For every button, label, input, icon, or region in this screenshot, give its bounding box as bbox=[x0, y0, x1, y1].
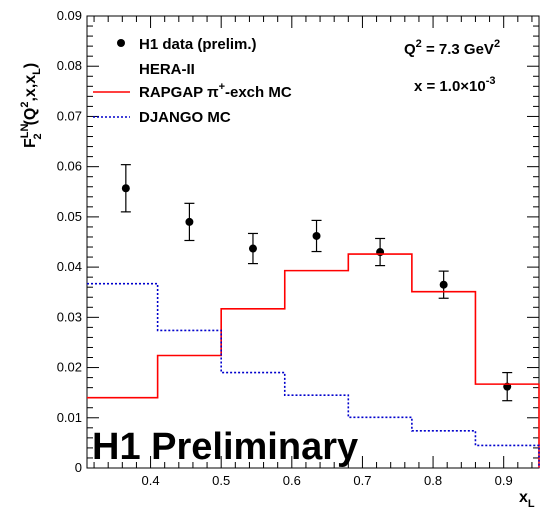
plot-frame bbox=[86, 15, 540, 469]
y-tick-label: 0.02 bbox=[57, 360, 82, 375]
legend-label-rapgap: RAPGAP π+-exch MC bbox=[139, 81, 292, 101]
y-tick-label: 0.07 bbox=[57, 108, 82, 123]
y-tick-label: 0 bbox=[75, 460, 82, 475]
rapgap-histogram bbox=[87, 253, 540, 468]
x-tick-label: 0.7 bbox=[353, 473, 371, 488]
data-point bbox=[439, 280, 448, 289]
legend-label-django: DJANGO MC bbox=[139, 109, 231, 126]
y-tick-label: 0.03 bbox=[57, 309, 82, 324]
legend-label-data: H1 data (prelim.) bbox=[139, 36, 257, 53]
x-tick-label: 0.5 bbox=[212, 473, 230, 488]
y-axis-label-l-sub: L bbox=[31, 68, 43, 75]
legend: H1 data (prelim.) HERA-II RAPGAP π+-exch… bbox=[93, 36, 292, 126]
data-point bbox=[248, 244, 257, 253]
y-tick-label: 0.04 bbox=[57, 259, 82, 274]
y-axis-label-args-close: ) bbox=[22, 63, 39, 68]
annotation-x-sup: -3 bbox=[486, 75, 496, 87]
x-tick-label: 0.4 bbox=[142, 473, 160, 488]
y-tick-label: 0.01 bbox=[57, 410, 82, 425]
y-tick-label: 0.05 bbox=[57, 209, 82, 224]
y-axis-label-sub: 2 bbox=[32, 133, 44, 139]
y-axis-label-sup: LN bbox=[19, 123, 31, 138]
y-axis-label-args-open: (Q bbox=[22, 108, 39, 126]
x-tick-label: 0.6 bbox=[283, 473, 301, 488]
y-axis: 0 0.01 0.02 0.03 0.04 0.05 0.06 0.07 0.08 0.09 bbox=[57, 8, 539, 475]
annotation-q2-eq: = 7.3 GeV bbox=[422, 41, 494, 58]
x-axis-label-main: x bbox=[519, 489, 528, 506]
legend-label-rapgap-main: RAPGAP π bbox=[139, 84, 219, 101]
y-tick-label: 0.08 bbox=[57, 58, 82, 73]
annotation-q2-sup: 2 bbox=[416, 38, 422, 50]
series-layer bbox=[87, 164, 540, 468]
x-axis-label: xL bbox=[519, 489, 535, 510]
data-point bbox=[312, 231, 321, 240]
data-point bbox=[121, 184, 130, 193]
y-axis-label-args-mid: ,x,x bbox=[22, 75, 39, 102]
django-histogram bbox=[87, 282, 540, 468]
x-axis-label-sub: L bbox=[528, 498, 535, 510]
y-axis-label: FLN2(Q2,x,xL) bbox=[19, 63, 44, 148]
data-point bbox=[185, 217, 194, 226]
legend-label-rapgap-sup: + bbox=[219, 81, 225, 93]
y-tick-label: 0.06 bbox=[57, 159, 82, 174]
x-tick-label: 0.8 bbox=[424, 473, 442, 488]
y-tick-label: 0.09 bbox=[57, 8, 82, 23]
annotation-q2-unit-sup: 2 bbox=[494, 38, 500, 50]
legend-label-rapgap-tail: -exch MC bbox=[225, 84, 292, 101]
annotation-q2-main: Q bbox=[404, 41, 416, 58]
annotation-x-main: x = 1.0×10 bbox=[414, 78, 486, 95]
watermark-h1-preliminary: H1 Preliminary bbox=[92, 426, 358, 468]
x-tick-label: 0.9 bbox=[495, 473, 513, 488]
x-axis: 0.4 0.5 0.6 0.7 0.8 0.9 bbox=[93, 16, 533, 488]
y-axis-label-f: F bbox=[22, 138, 39, 148]
legend-label-hera: HERA-II bbox=[139, 61, 195, 78]
legend-marker-data bbox=[117, 39, 125, 47]
y-axis-label-q-sup: 2 bbox=[19, 102, 31, 108]
annotation-q2: Q2 = 7.3 GeV2 bbox=[404, 38, 500, 58]
annotation-x: x = 1.0×10-3 bbox=[414, 75, 496, 95]
